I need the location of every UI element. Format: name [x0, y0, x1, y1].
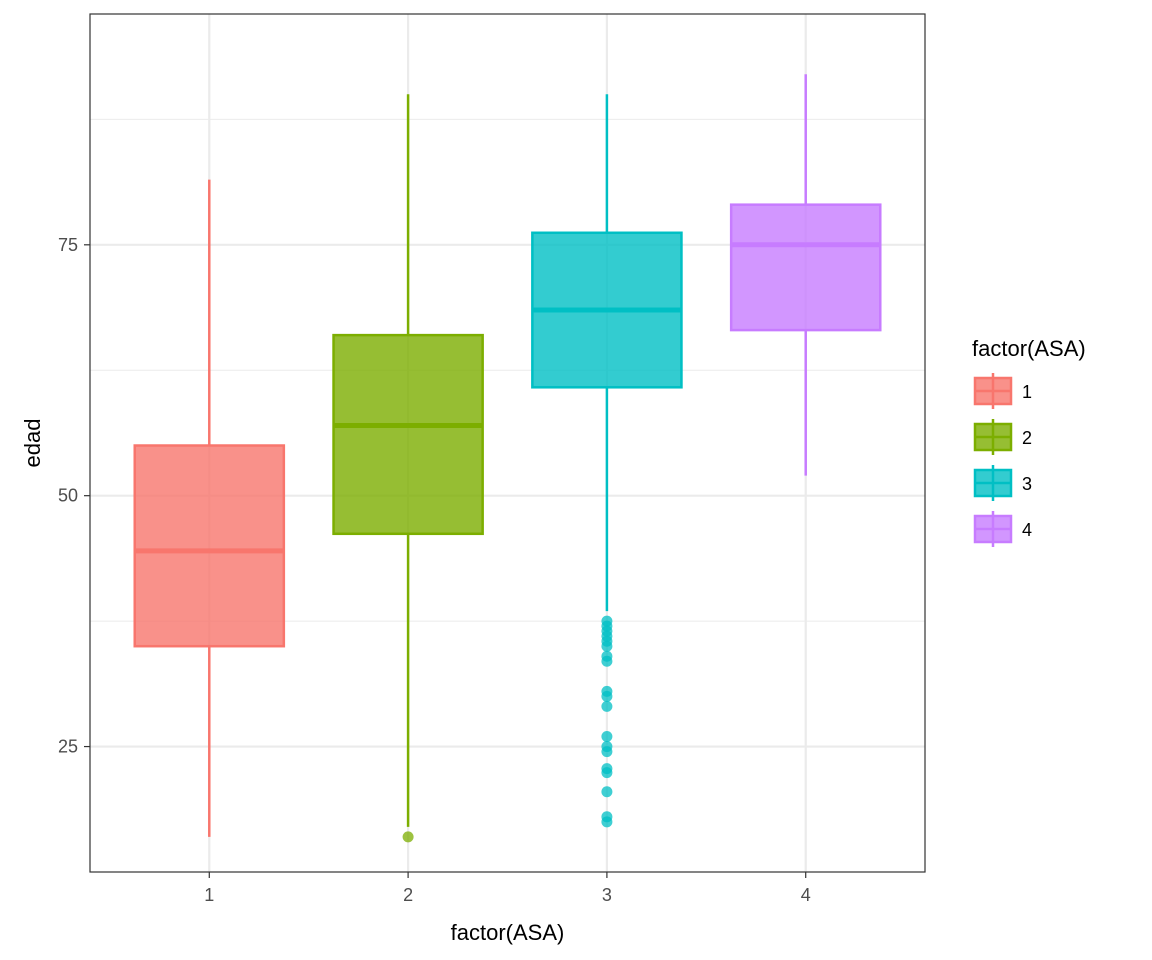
box-group-4 [729, 74, 882, 476]
x-tick-label: 4 [801, 885, 811, 905]
legend-key-2 [973, 419, 1013, 455]
plot-panel-background [90, 14, 925, 872]
outlier-point [601, 700, 613, 712]
y-tick-label: 75 [58, 235, 78, 255]
legend-title: factor(ASA) [972, 336, 1086, 361]
box-series [133, 74, 882, 843]
outlier-point [402, 831, 414, 843]
outlier-point [601, 640, 613, 652]
box-iqr [133, 444, 286, 648]
y-axis: 25 50 75 [58, 235, 90, 757]
outlier-point [601, 786, 613, 798]
legend-label: 1 [1022, 382, 1032, 402]
legend-label: 3 [1022, 474, 1032, 494]
legend-key-3 [973, 465, 1013, 501]
x-axis: 1 2 3 4 [204, 872, 811, 905]
legend-key-4 [973, 511, 1013, 547]
box-iqr [729, 203, 882, 332]
box-group-2 [332, 94, 484, 843]
x-tick-label: 2 [403, 885, 413, 905]
legend: factor(ASA) 1 2 3 4 [972, 336, 1086, 547]
outlier-point [601, 746, 613, 758]
legend-key-1 [973, 373, 1013, 409]
legend-label: 2 [1022, 428, 1032, 448]
box-group-1 [133, 179, 286, 837]
x-tick-label: 1 [204, 885, 214, 905]
y-tick-label: 25 [58, 737, 78, 757]
x-axis-title: factor(ASA) [451, 920, 565, 945]
box-iqr [332, 333, 484, 536]
outlier-point [601, 767, 613, 779]
plot-panel-border [89, 13, 926, 873]
x-tick-label: 3 [602, 885, 612, 905]
legend-label: 4 [1022, 520, 1032, 540]
outlier-point [601, 731, 613, 743]
outlier-point [601, 690, 613, 702]
box-group-3 [531, 94, 683, 828]
y-tick-label: 50 [58, 486, 78, 506]
y-axis-title: edad [20, 419, 45, 468]
outlier-point [601, 816, 613, 828]
outlier-point [601, 655, 613, 667]
